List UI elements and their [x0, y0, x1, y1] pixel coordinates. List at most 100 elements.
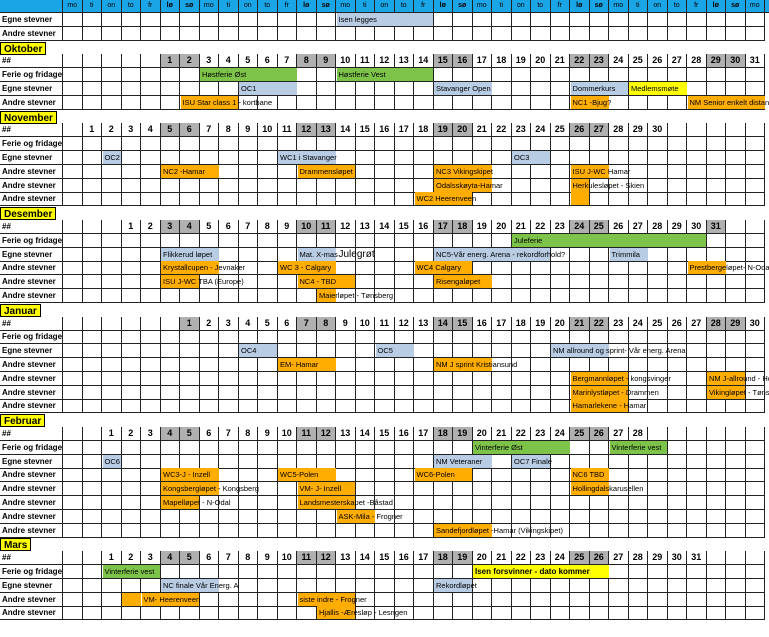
- month-row-cell[interactable]: [375, 482, 395, 497]
- month-row-cell[interactable]: [472, 468, 492, 483]
- month-row-cell[interactable]: [238, 192, 258, 207]
- month-row-cell[interactable]: [589, 358, 609, 372]
- day-number-cell[interactable]: 19: [472, 220, 492, 234]
- month-row-cell[interactable]: [550, 178, 570, 193]
- event-block[interactable]: Herkulesløpet - Skien: [570, 178, 645, 192]
- top-row-cell[interactable]: [258, 26, 278, 41]
- month-row-cell[interactable]: [531, 82, 551, 96]
- day-number-cell[interactable]: 24: [628, 316, 648, 331]
- month-row-cell[interactable]: [63, 399, 83, 414]
- month-row-cell[interactable]: [453, 399, 473, 414]
- day-number-cell[interactable]: 12: [336, 220, 356, 234]
- month-row-cell[interactable]: [160, 358, 180, 372]
- month-row-cell[interactable]: [277, 178, 297, 193]
- month-row-cell[interactable]: [180, 592, 200, 607]
- event-block[interactable]: OC2: [102, 151, 121, 164]
- day-number-cell[interactable]: [745, 427, 765, 441]
- month-row-cell[interactable]: [726, 137, 746, 152]
- month-row-cell[interactable]: [316, 68, 336, 83]
- month-row-cell[interactable]: [609, 330, 629, 345]
- month-row-cell[interactable]: [316, 578, 336, 593]
- day-number-cell[interactable]: 19: [531, 316, 551, 331]
- month-row-cell[interactable]: [745, 468, 765, 483]
- month-row-cell[interactable]: [82, 289, 102, 303]
- day-number-cell[interactable]: 19: [433, 123, 453, 138]
- month-row-cell[interactable]: [355, 509, 375, 524]
- month-row-cell[interactable]: [550, 192, 570, 207]
- month-row-cell[interactable]: [297, 137, 317, 152]
- month-row-cell[interactable]: [687, 523, 707, 538]
- day-number-cell[interactable]: 20: [531, 54, 551, 69]
- month-row-cell[interactable]: [609, 592, 629, 607]
- month-row-cell[interactable]: [394, 399, 414, 414]
- month-row-cell[interactable]: [375, 399, 395, 414]
- month-row-cell[interactable]: [277, 371, 297, 386]
- month-row-cell[interactable]: [316, 192, 336, 207]
- month-row-cell[interactable]: [414, 578, 434, 593]
- month-row-cell[interactable]: [628, 592, 648, 607]
- day-number-cell[interactable]: 3: [199, 54, 219, 69]
- top-row-cell[interactable]: [82, 13, 102, 27]
- month-row-cell[interactable]: [433, 289, 453, 303]
- month-row-cell[interactable]: [297, 606, 317, 621]
- month-row-cell[interactable]: [433, 496, 453, 510]
- month-row-cell[interactable]: [609, 151, 629, 165]
- day-number-cell[interactable]: 28: [609, 123, 629, 138]
- month-row-cell[interactable]: [141, 247, 161, 262]
- month-row-cell[interactable]: [258, 385, 278, 400]
- month-row-cell[interactable]: [277, 440, 297, 455]
- month-row-cell[interactable]: [277, 164, 297, 179]
- month-row-cell[interactable]: [550, 247, 570, 262]
- month-row-cell[interactable]: [258, 358, 278, 372]
- month-row-cell[interactable]: [82, 565, 102, 579]
- month-row-cell[interactable]: [375, 330, 395, 345]
- month-row-cell[interactable]: [336, 344, 356, 359]
- month-row-cell[interactable]: [687, 592, 707, 607]
- month-row-cell[interactable]: [394, 482, 414, 497]
- month-row-cell[interactable]: [199, 137, 219, 152]
- month-row-cell[interactable]: [258, 178, 278, 193]
- month-row-cell[interactable]: [316, 358, 336, 372]
- month-row-cell[interactable]: [667, 468, 687, 483]
- month-row-cell[interactable]: [531, 330, 551, 345]
- month-row-cell[interactable]: [394, 358, 414, 372]
- month-row-cell[interactable]: [531, 358, 551, 372]
- month-row-cell[interactable]: [492, 82, 512, 96]
- month-row-cell[interactable]: [492, 95, 512, 110]
- month-row-cell[interactable]: [355, 523, 375, 538]
- month-row-cell[interactable]: [667, 440, 687, 455]
- day-number-cell[interactable]: 8: [219, 123, 239, 138]
- month-row-cell[interactable]: [121, 164, 141, 179]
- month-row-cell[interactable]: [336, 358, 356, 372]
- month-row-cell[interactable]: [102, 289, 122, 303]
- top-row-cell[interactable]: [102, 26, 122, 41]
- month-row-cell[interactable]: [121, 247, 141, 262]
- month-row-cell[interactable]: [628, 330, 648, 345]
- month-row-cell[interactable]: [180, 192, 200, 207]
- month-row-cell[interactable]: [726, 371, 746, 386]
- month-row-cell[interactable]: [550, 399, 570, 414]
- month-row-cell[interactable]: [628, 151, 648, 165]
- top-row-cell[interactable]: [726, 26, 746, 41]
- month-row-cell[interactable]: [121, 496, 141, 510]
- month-row-cell[interactable]: [199, 82, 219, 96]
- event-block[interactable]: NC5-Vår energ. Arena - rekordforhold?: [434, 247, 566, 261]
- month-row-cell[interactable]: [219, 496, 239, 510]
- month-row-cell[interactable]: [355, 192, 375, 207]
- month-row-cell[interactable]: [63, 385, 83, 400]
- month-row-cell[interactable]: [453, 496, 473, 510]
- month-row-cell[interactable]: [687, 82, 707, 96]
- month-row-cell[interactable]: [414, 289, 434, 303]
- month-row-cell[interactable]: [238, 151, 258, 165]
- month-row-cell[interactable]: [180, 454, 200, 469]
- top-row-cell[interactable]: [648, 26, 668, 41]
- day-number-cell[interactable]: 5: [160, 123, 180, 138]
- day-number-cell[interactable]: 5: [238, 54, 258, 69]
- month-row-cell[interactable]: [63, 164, 83, 179]
- month-row-cell[interactable]: [570, 261, 590, 276]
- day-number-cell[interactable]: 25: [570, 551, 590, 566]
- day-number-cell[interactable]: 1: [102, 551, 122, 566]
- month-row-cell[interactable]: [726, 592, 746, 607]
- month-row-cell[interactable]: [745, 68, 765, 83]
- month-row-cell[interactable]: [570, 454, 590, 469]
